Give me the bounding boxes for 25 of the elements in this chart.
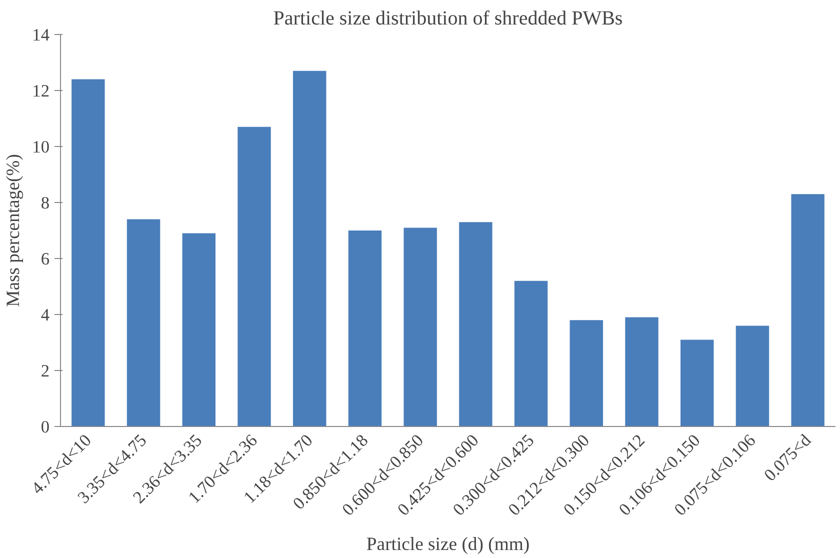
bar <box>791 194 824 426</box>
bar <box>348 230 382 426</box>
bar <box>126 219 160 426</box>
y-tick-label: 14 <box>32 26 50 44</box>
x-axis-title: Particle size (d) (mm) <box>366 534 530 556</box>
bar <box>570 320 603 426</box>
bar <box>625 317 658 426</box>
y-tick-label: 6 <box>40 250 50 268</box>
y-axis-title: Mass percentage(%) <box>3 154 24 307</box>
bar <box>404 228 437 426</box>
bar <box>459 222 492 426</box>
y-tick-label: 10 <box>32 138 50 156</box>
bar <box>514 280 548 426</box>
y-tick-label: 12 <box>32 82 50 100</box>
bar <box>680 340 714 426</box>
y-tick-label: 8 <box>40 194 50 212</box>
bar <box>72 79 105 426</box>
y-tick-label: 0 <box>40 418 50 436</box>
y-tick-label: 4 <box>40 306 50 324</box>
bar <box>238 126 271 426</box>
y-tick-label: 2 <box>40 362 50 380</box>
bar <box>293 70 326 426</box>
bar <box>182 233 216 426</box>
chart-title: Particle size distribution of shredded PWBs <box>273 8 623 30</box>
bar <box>736 326 770 426</box>
